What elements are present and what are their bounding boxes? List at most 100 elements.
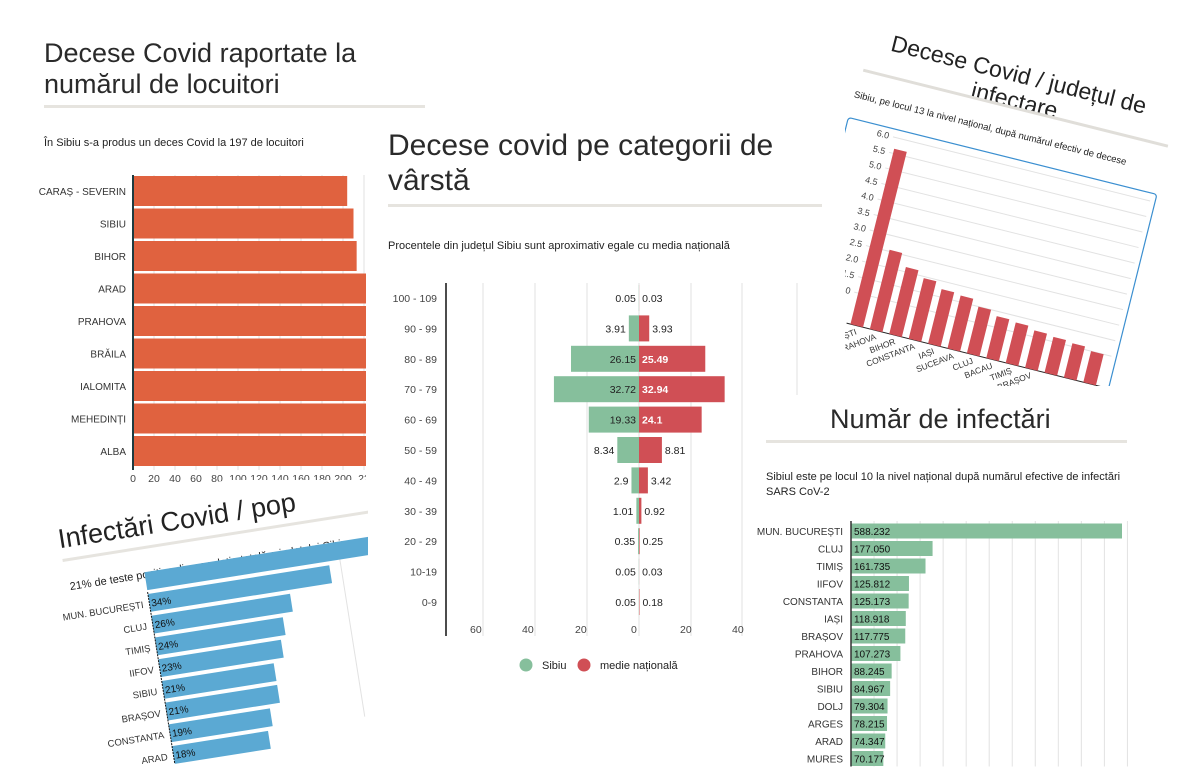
value-label-sibiu: 3.91: [605, 323, 626, 335]
bar: [851, 558, 926, 574]
age-group-label: 80 - 89: [404, 354, 437, 366]
y-tick-label: 4.5: [864, 175, 879, 188]
deaths-by-age-panel: Decese covid pe categorii de vârstă Proc…: [368, 110, 823, 770]
y-tick-label: 5.0: [868, 159, 883, 172]
x-tick-label: 40: [522, 624, 534, 636]
value-label: 24%: [158, 639, 180, 653]
category-label: ARAD: [815, 737, 843, 748]
category-label: ALBA: [100, 447, 126, 458]
bar: [1063, 343, 1086, 381]
gridline: [873, 214, 1131, 280]
chart-subtitle: În Sibiu s-a produs un deces Covid la 19…: [43, 136, 304, 149]
chart-title-line-2: numărul de locuitori: [44, 69, 280, 99]
category-label: ARGES: [808, 720, 843, 731]
bar: [851, 716, 888, 731]
x-tick-label: 20: [575, 624, 587, 636]
bar: [168, 708, 273, 743]
value-label-national: 32.94: [642, 384, 668, 396]
bar-national: [639, 376, 725, 403]
value-label-sibiu: 2.9: [614, 475, 629, 487]
value-label-national: 3.93: [652, 323, 673, 335]
value-label: 177.050: [854, 545, 891, 556]
value-label-sibiu: 1.01: [613, 506, 634, 518]
category-label: PRAHOVA: [78, 317, 126, 328]
gridline: [865, 245, 1124, 311]
bar: [1025, 330, 1047, 371]
category-label: ARAD: [98, 285, 126, 296]
value-label: 23%: [161, 661, 183, 675]
y-tick-label: 4.0: [860, 190, 875, 203]
bar: [851, 751, 884, 766]
bar: [928, 289, 955, 347]
value-label: 34%: [151, 596, 173, 610]
category-label: IAȘI: [824, 615, 843, 626]
bar: [851, 576, 909, 591]
bar: [889, 267, 919, 337]
bar: [151, 593, 293, 634]
age-group-label: 50 - 59: [404, 445, 437, 457]
value-label: 79.304: [854, 702, 885, 713]
value-label: 84.967: [854, 685, 885, 696]
value-label-sibiu: 32.72: [610, 384, 636, 396]
value-label-sibiu: 0.05: [615, 567, 636, 579]
bar: [869, 249, 903, 333]
value-label-national: 3.42: [651, 475, 672, 487]
value-label: 588.232: [854, 527, 891, 538]
category-label: CARAȘ - SEVERIN: [39, 187, 126, 198]
title-underline: [766, 440, 1127, 443]
title-underline: [862, 68, 1169, 148]
bar: [165, 684, 280, 721]
gridline: [885, 167, 1143, 233]
y-tick-label: 1.0: [837, 283, 852, 296]
value-label-sibiu: 26.15: [610, 354, 636, 366]
gridline: [338, 553, 366, 717]
bar-sibiu: [571, 345, 639, 372]
bar-national: [639, 345, 706, 372]
x-tick-label: 0: [631, 624, 637, 636]
value-label: 117.775: [854, 632, 890, 643]
bar: [1005, 322, 1029, 366]
bar-national: [639, 467, 648, 494]
bar-national: [639, 528, 640, 555]
value-label: 125.173: [854, 597, 891, 608]
bar: [172, 730, 271, 764]
category-label: SIBIU: [817, 685, 843, 696]
y-tick-label: 5.5: [872, 144, 887, 157]
value-label-national: 0.25: [643, 536, 664, 548]
bar: [133, 403, 366, 434]
title-underline: [44, 105, 425, 108]
bar-national: [639, 406, 702, 433]
category-label: TIMIȘ: [125, 643, 152, 658]
bar: [133, 176, 348, 206]
y-axis: [147, 591, 176, 764]
x-tick-label: 22: [358, 473, 370, 485]
category-label: CLUJ: [818, 545, 843, 556]
bar-sibiu: [631, 467, 639, 494]
bar: [147, 565, 333, 612]
category-label: CLUJ: [123, 622, 148, 637]
bar: [851, 523, 1122, 539]
category-label: BRAȘOV: [801, 632, 843, 643]
bar: [851, 628, 906, 644]
bar: [908, 278, 937, 342]
category-label: MURES: [807, 755, 843, 766]
value-label: 21%: [164, 682, 186, 696]
y-tick-label: 3.0: [853, 221, 868, 234]
chart-title-line-1: Decese covid pe categorii de: [388, 129, 773, 162]
y-tick-label: 1.5: [841, 268, 856, 281]
value-label: 118.918: [854, 615, 890, 626]
bar-clipped: [144, 525, 368, 591]
bar-sibiu: [553, 376, 639, 403]
value-label: 88.245: [854, 667, 885, 678]
category-label: IIFOV: [817, 580, 843, 591]
bar: [158, 639, 284, 677]
x-tick-label: 20: [148, 473, 160, 485]
value-label-sibiu: 0.35: [615, 536, 636, 548]
title-underline: [388, 204, 822, 207]
bar-sibiu: [588, 406, 639, 433]
chart-frame: [845, 117, 1157, 386]
age-group-label: 70 - 79: [404, 384, 437, 396]
bar-sibiu: [638, 528, 639, 555]
gridline: [889, 151, 1147, 217]
age-group-label: 10-19: [410, 567, 437, 579]
